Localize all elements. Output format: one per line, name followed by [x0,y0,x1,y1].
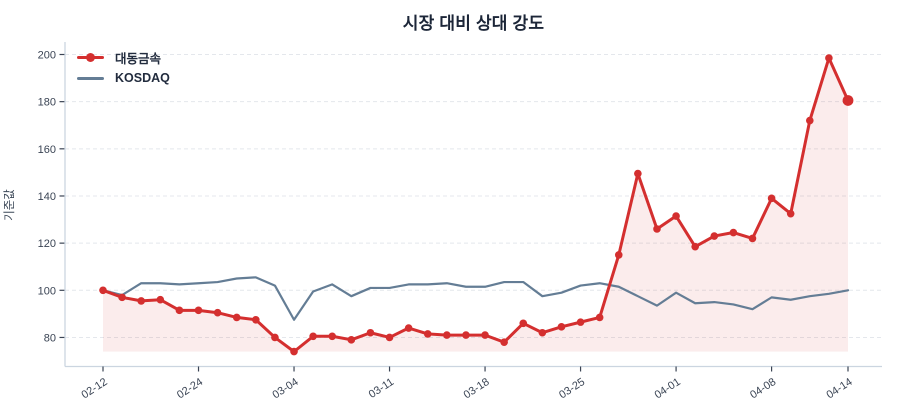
stock-marker [385,333,394,342]
stock-marker [462,331,470,339]
stock-area-fill [103,58,848,352]
y-tick-label: 140 [38,191,56,203]
stock-marker [634,169,642,178]
stock-marker [271,333,279,342]
stock-marker [213,308,222,317]
stock-marker [576,318,585,326]
stock-marker [290,347,298,356]
x-tick-label: 03-11 [367,376,396,401]
y-tick-label: 200 [38,50,56,62]
x-tick-label: 03-18 [462,376,492,401]
stock-marker [653,225,661,233]
stock-marker [557,323,566,331]
stock-marker [194,306,203,315]
chart-title: 시장 대비 상대 강도 [402,14,545,33]
stock-marker [500,338,508,346]
stock-marker [347,336,356,344]
legend-label-stock: 대동금속 [115,51,162,66]
stock-marker [729,228,738,237]
y-tick-label: 120 [38,238,56,250]
y-axis-label: 기준값 [4,189,16,221]
stock-marker [805,116,814,125]
stock-marker [252,315,260,324]
stock-marker [672,212,680,220]
x-tick-label: 04-14 [824,376,854,401]
stock-marker [404,324,413,332]
stock-marker [156,295,165,304]
stock-marker [825,54,833,62]
stock-line [101,56,850,354]
stock-marker [595,313,604,322]
x-tick-label: 02-12 [79,376,109,401]
x-tick-label: 03-25 [557,376,587,401]
stock-marker [443,331,451,339]
kosdaq-line [101,276,850,321]
stock-marker [232,313,241,322]
stock-marker [481,331,489,339]
x-tick-label: 04-08 [748,376,778,401]
stock-marker [767,194,776,203]
stock-marker [328,332,337,341]
stock-marker [118,293,126,302]
y-tick-label: 160 [38,144,56,156]
legend-label-kosdaq: KOSDAQ [115,71,170,85]
stock-marker [309,332,317,341]
stock-marker [175,306,184,315]
x-tick-label: 03-04 [271,376,301,401]
stock-marker [519,319,528,328]
stock-marker [538,328,547,337]
stock-marker [691,242,699,251]
stock-marker [748,234,757,243]
stock-marker [137,297,146,305]
y-tick-label: 100 [38,285,56,297]
x-tick-label: 02-24 [175,376,205,401]
stock-marker [786,209,795,218]
legend: 대동금속 KOSDAQ [77,50,170,85]
stock-marker [99,286,107,295]
stock-marker [366,328,375,337]
x-tick-label: 04-01 [653,376,683,401]
stock-line-swatch-icon [77,50,104,64]
y-tick-label: 80 [44,332,56,344]
legend-item-kosdaq: KOSDAQ [77,71,170,85]
stock-marker [710,232,719,240]
stock-marker [842,95,854,106]
stock-marker [423,330,432,338]
stock-marker [614,251,623,259]
legend-item-stock: 대동금속 [77,50,170,66]
y-tick-label: 180 [38,97,56,109]
market-line-swatch-icon [77,71,104,85]
